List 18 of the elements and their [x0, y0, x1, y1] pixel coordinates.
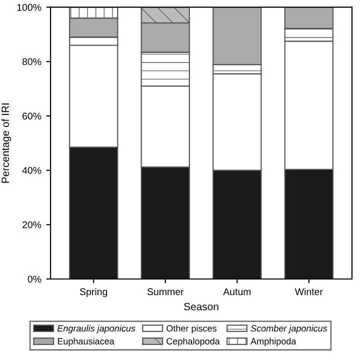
y-tick-label: 20%	[22, 221, 42, 228]
x-tick-label: Summer	[147, 288, 184, 296]
y-tick-label: 60%	[22, 112, 42, 120]
legend-label: Cephalopoda	[166, 338, 220, 346]
x-tick-label: Autum	[223, 288, 251, 296]
legend-label: Amphipoda	[250, 338, 296, 346]
y-tick-label: 0%	[28, 276, 42, 283]
legend-label: Euphausiacea	[58, 338, 114, 346]
x-axis-title: Season	[184, 302, 218, 310]
legend-label: Engraulis japonicus	[57, 324, 136, 334]
y-tick-label: 40%	[22, 167, 42, 174]
x-tick-label: Spring	[80, 288, 108, 298]
y-tick-label: 100%	[17, 4, 42, 11]
y-axis-title: Percentage of IRI	[1, 104, 12, 183]
x-tick-label: Winter	[294, 288, 323, 296]
y-tick-label: 80%	[22, 58, 42, 66]
legend-label: Other pisces	[166, 324, 216, 334]
legend-label: Scomber japonicus	[250, 324, 328, 334]
